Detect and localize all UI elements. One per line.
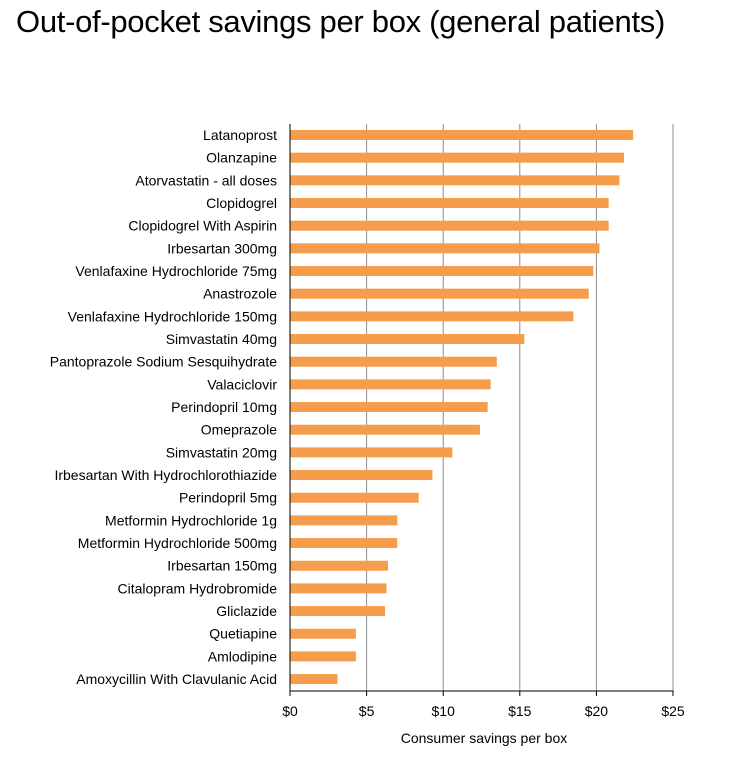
bar-7: [290, 266, 594, 277]
category-label-22: Gliclazide: [216, 603, 277, 619]
category-label-8: Anastrozole: [203, 286, 277, 302]
bar-9: [290, 311, 574, 322]
category-label-13: Perindopril 10mg: [171, 399, 277, 415]
x-tick-label-4: $20: [585, 703, 609, 719]
category-label-23: Quetiapine: [209, 626, 277, 642]
bar-18: [290, 515, 398, 526]
bar-2: [290, 152, 624, 163]
bar-24: [290, 651, 356, 662]
bar-11: [290, 356, 497, 367]
category-label-7: Venlafaxine Hydrochloride 75mg: [75, 263, 277, 279]
bar-22: [290, 606, 385, 617]
category-label-5: Clopidogrel With Aspirin: [128, 218, 277, 234]
bar-10: [290, 334, 525, 345]
category-label-18: Metformin Hydrochloride 1g: [105, 512, 277, 528]
category-label-2: Olanzapine: [206, 150, 277, 166]
x-tick-label-2: $10: [432, 703, 456, 719]
bar-4: [290, 198, 609, 209]
category-label-9: Venlafaxine Hydrochloride 150mg: [68, 308, 277, 324]
bar-20: [290, 560, 389, 571]
bar-21: [290, 583, 387, 594]
x-tick-label-3: $15: [508, 703, 532, 719]
category-label-11: Pantoprazole Sodium Sesquihydrate: [50, 354, 277, 370]
category-label-1: Latanoprost: [203, 127, 277, 143]
x-axis-title: Consumer savings per box: [401, 730, 568, 746]
bar-6: [290, 243, 600, 254]
bar-14: [290, 424, 480, 435]
bar-12: [290, 379, 491, 390]
category-label-15: Simvastatin 20mg: [166, 444, 277, 460]
bar-13: [290, 402, 488, 413]
category-label-3: Atorvastatin - all doses: [135, 172, 277, 188]
category-label-21: Citalopram Hydrobromide: [117, 580, 277, 596]
bar-5: [290, 220, 609, 231]
bar-19: [290, 538, 398, 549]
category-label-16: Irbesartan With Hydrochlorothiazide: [54, 467, 277, 483]
bar-17: [290, 492, 419, 503]
category-label-25: Amoxycillin With Clavulanic Acid: [76, 671, 277, 687]
category-label-4: Clopidogrel: [206, 195, 277, 211]
bar-23: [290, 628, 356, 639]
bar-16: [290, 470, 433, 481]
category-label-20: Irbesartan 150mg: [167, 558, 277, 574]
bar-3: [290, 175, 620, 186]
chart-title: Out-of-pocket savings per box (general p…: [16, 4, 665, 39]
category-label-19: Metformin Hydrochloride 500mg: [78, 535, 277, 551]
category-label-12: Valaciclovir: [207, 376, 277, 392]
category-label-17: Perindopril 5mg: [179, 490, 277, 506]
bar-8: [290, 288, 589, 299]
bar-25: [290, 674, 338, 685]
x-tick-label-1: $5: [359, 703, 375, 719]
x-tick-label-0: $0: [282, 703, 298, 719]
category-label-24: Amlodipine: [208, 648, 277, 664]
x-tick-label-5: $25: [661, 703, 685, 719]
category-label-14: Omeprazole: [201, 422, 277, 438]
category-label-6: Irbesartan 300mg: [167, 240, 277, 256]
bar-15: [290, 447, 453, 458]
bar-1: [290, 130, 634, 140]
category-label-10: Simvastatin 40mg: [166, 331, 277, 347]
